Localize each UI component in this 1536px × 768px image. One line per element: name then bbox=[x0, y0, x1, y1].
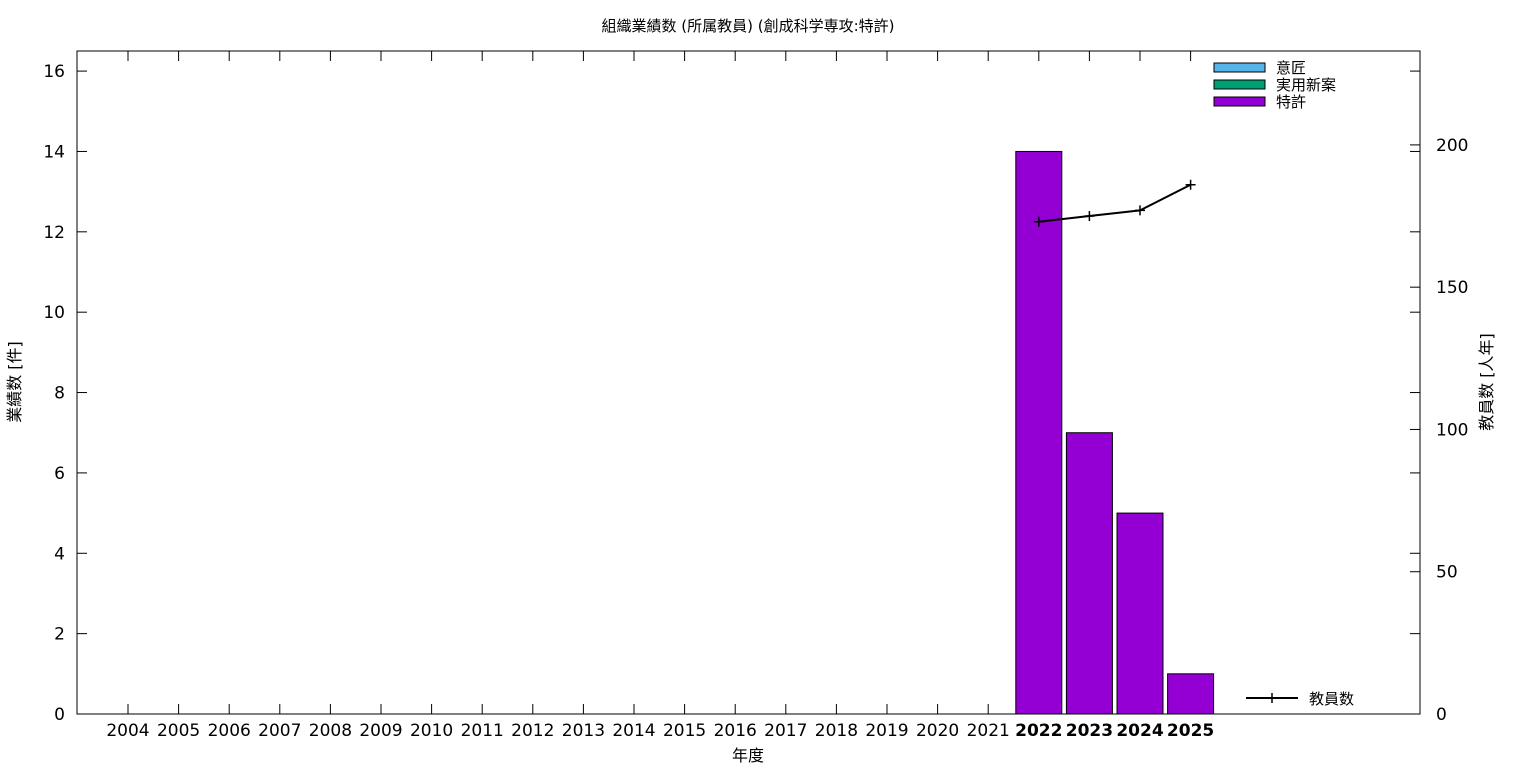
x-tick-label: 2006 bbox=[208, 721, 251, 741]
y2-tick-label: 100 bbox=[1436, 420, 1468, 440]
chart-title: 組織業績数 (所属教員) (創成科学専攻:特許) bbox=[602, 17, 895, 35]
legend-swatch-意匠 bbox=[1213, 62, 1266, 73]
x-tick-label: 2004 bbox=[106, 721, 149, 741]
y-tick-label: 12 bbox=[43, 223, 65, 243]
y2-axis-label: 教員数 [人年] bbox=[1477, 333, 1496, 431]
bar-特許 bbox=[1116, 512, 1164, 715]
plot-frame bbox=[76, 50, 1421, 715]
y-tick-label: 14 bbox=[43, 142, 65, 162]
x-tick-label: 2005 bbox=[157, 721, 200, 741]
y2-tick-label: 200 bbox=[1436, 136, 1468, 156]
bar-特許 bbox=[1065, 432, 1113, 715]
y2-tick-label: 50 bbox=[1436, 563, 1458, 583]
x-tick-label: 2015 bbox=[663, 721, 706, 741]
y-tick-label: 8 bbox=[54, 384, 65, 404]
legend-label-特許: 特許 bbox=[1276, 93, 1306, 111]
legend-label-実用新案: 実用新案 bbox=[1276, 76, 1336, 94]
line-layer bbox=[1033, 179, 1196, 227]
x-tick-label: 2016 bbox=[714, 721, 757, 741]
legend-swatch-特許 bbox=[1213, 96, 1266, 107]
x-tick-label: 2012 bbox=[511, 721, 554, 741]
bar-特許 bbox=[1015, 150, 1063, 715]
y2-tick-label: 150 bbox=[1436, 278, 1468, 298]
x-tick-label: 2017 bbox=[764, 721, 807, 741]
x-tick-label: 2019 bbox=[865, 721, 908, 741]
ticks-layer: 0 2 4 6 8 10 12 14 16 0 50 100 150 200 2004 2005 2006 200… bbox=[43, 51, 1468, 741]
y-tick-label: 6 bbox=[54, 464, 65, 484]
y-tick-label: 2 bbox=[54, 625, 65, 645]
x-tick-label: 2023 bbox=[1066, 721, 1113, 741]
legend-swatch-実用新案 bbox=[1213, 79, 1266, 90]
x-tick-label: 2008 bbox=[309, 721, 352, 741]
y-tick-label: 16 bbox=[43, 62, 65, 82]
x-tick-label: 2014 bbox=[612, 721, 655, 741]
x-tick-label: 2007 bbox=[258, 721, 301, 741]
x-axis-label: 年度 bbox=[732, 746, 764, 765]
faculty-count-line bbox=[1038, 183, 1192, 223]
x-tick-label: 2018 bbox=[815, 721, 858, 741]
y-tick-label: 4 bbox=[54, 544, 65, 564]
x-tick-label: 2024 bbox=[1116, 721, 1163, 741]
x-tick-label: 2013 bbox=[562, 721, 605, 741]
y-axis-label: 業績数 [件] bbox=[5, 341, 24, 423]
bar-特許 bbox=[1167, 673, 1215, 715]
x-tick-label: 2010 bbox=[410, 721, 453, 741]
x-tick-label: 2020 bbox=[916, 721, 959, 741]
y2-tick-label: 0 bbox=[1436, 705, 1447, 725]
x-tick-label: 2022 bbox=[1015, 721, 1062, 741]
x-tick-label: 2009 bbox=[359, 721, 402, 741]
x-tick-label: 2011 bbox=[461, 721, 504, 741]
y-tick-label: 10 bbox=[43, 303, 65, 323]
x-tick-label: 2021 bbox=[967, 721, 1010, 741]
bars-layer bbox=[1015, 150, 1215, 715]
legend-label-faculty: 教員数 bbox=[1309, 690, 1354, 708]
y-tick-label: 0 bbox=[54, 705, 65, 725]
x-tick-label: 2025 bbox=[1167, 721, 1214, 741]
legend-label-意匠: 意匠 bbox=[1276, 59, 1306, 77]
